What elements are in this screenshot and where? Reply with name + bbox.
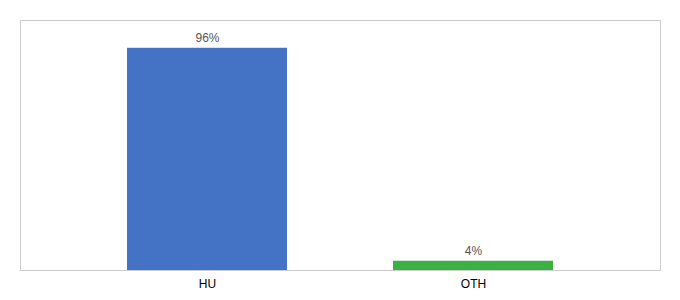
svg-text:OTH: OTH — [461, 277, 486, 291]
svg-text:HU: HU — [199, 277, 216, 291]
svg-text:96%: 96% — [195, 31, 219, 45]
svg-text:4%: 4% — [465, 244, 483, 258]
